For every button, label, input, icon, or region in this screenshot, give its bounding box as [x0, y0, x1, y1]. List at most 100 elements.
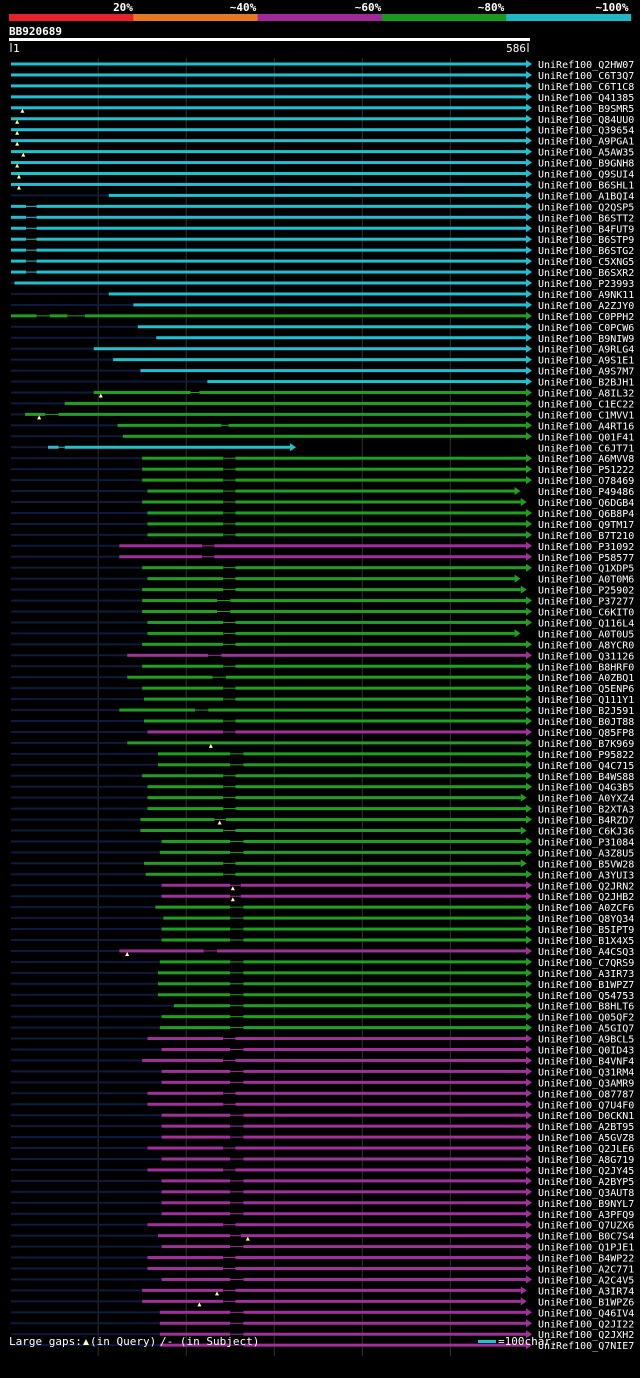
- hit-end-arrow: [526, 914, 532, 923]
- hit-end-arrow: [526, 1078, 532, 1087]
- hit-gap-line: [230, 1246, 244, 1248]
- hit-label: UniRef100_Q2JHB2: [538, 892, 634, 903]
- legend-label-40: ~40%: [230, 1, 257, 14]
- hit-label: UniRef100_B6STT2: [538, 213, 634, 224]
- hit-label: UniRef100_Q2HW07: [538, 60, 634, 71]
- hit-gap-line: [230, 1311, 244, 1313]
- hit-label: UniRef100_B4RZD7: [538, 816, 634, 827]
- hit-end-arrow: [526, 990, 532, 999]
- hit-gap-line: [230, 1016, 244, 1018]
- hit-gap-line: [230, 994, 244, 996]
- hit-gap-line: [223, 775, 236, 777]
- hit-label: UniRef100_C1EC22: [538, 399, 634, 410]
- hit-gap-line: [230, 1049, 244, 1050]
- hit-label: UniRef100_A2C4V5: [538, 1275, 634, 1286]
- hit-prefix-line: [11, 1037, 148, 1040]
- hit-labels: UniRef100_Q2HW07UniRef100_C6T3Q7UniRef10…: [538, 60, 634, 1352]
- query-gap-icon: [83, 1339, 89, 1345]
- hit-prefix-line: [11, 774, 143, 777]
- hit-bar: [119, 708, 527, 712]
- hit-label: UniRef100_B4FUT9: [538, 224, 634, 235]
- hit-label: UniRef100_B9GNH8: [538, 159, 634, 170]
- hit-gap-line: [230, 1344, 244, 1346]
- hit-bar: [108, 193, 526, 197]
- hit-label: UniRef100_P51222: [538, 465, 634, 476]
- hit-bar: [11, 237, 526, 241]
- hit-bar: [127, 741, 526, 745]
- hit-bar: [147, 1256, 526, 1260]
- hit-end-arrow: [526, 1034, 532, 1043]
- hit-bar: [143, 697, 526, 701]
- hit-label: UniRef100_Q31RM4: [538, 1067, 634, 1078]
- hit-gap-line: [25, 271, 37, 273]
- hit-bar: [161, 1135, 527, 1139]
- hit-end-arrow: [526, 1089, 532, 1098]
- hit-prefix-line: [11, 993, 159, 996]
- hit-end-arrow: [526, 1165, 532, 1174]
- hit-end-arrow: [526, 651, 532, 660]
- hit-bar: [11, 172, 526, 175]
- query-gap-marker: [37, 415, 42, 420]
- hit-end-arrow: [520, 1286, 527, 1295]
- hit-end-arrow: [290, 443, 297, 452]
- hit-label: UniRef100_P31092: [538, 542, 634, 553]
- hit-prefix-line: [11, 1267, 148, 1270]
- hit-prefix-line: [11, 1136, 162, 1139]
- hit-label: UniRef100_B8HRF0: [538, 662, 634, 673]
- hit-label: UniRef100_Q5ENP6: [538, 684, 634, 695]
- hit-label: UniRef100_Q6B8P4: [538, 509, 634, 520]
- hit-prefix-line: [11, 632, 148, 635]
- hit-bar: [147, 730, 526, 734]
- hit-bar: [163, 916, 527, 920]
- footer-gaps-label: Large gaps:: [9, 1335, 82, 1348]
- hit-label: UniRef100_Q46IV4: [538, 1308, 634, 1319]
- hit-bar: [147, 577, 515, 581]
- hit-gap-line: [230, 1333, 244, 1335]
- hit-label: UniRef100_B9SMR5: [538, 104, 634, 115]
- hit-label: UniRef100_Q1PJE1: [538, 1243, 634, 1254]
- hit-bar: [161, 1113, 527, 1117]
- hit-bar: [147, 522, 526, 526]
- hit-prefix-line: [11, 336, 157, 339]
- hit-label: UniRef100_Q54753: [538, 991, 634, 1002]
- hit-label: UniRef100_Q4G3B5: [538, 783, 634, 794]
- hit-gap-line: [223, 698, 236, 700]
- hit-label: UniRef100_Q7UZX6: [538, 1221, 634, 1232]
- hit-gap-line: [223, 632, 236, 634]
- hit-prefix-line: [11, 939, 162, 941]
- query-gap-marker: [21, 152, 26, 157]
- hit-bar: [11, 182, 526, 186]
- hit-bar: [158, 982, 526, 986]
- hit-end-arrow: [526, 213, 532, 222]
- hit-bar: [147, 1223, 526, 1227]
- hit-prefix-line: [11, 643, 143, 646]
- query-gap-marker: [245, 1236, 250, 1241]
- hit-label: UniRef100_A2BYP5: [538, 1177, 634, 1188]
- hit-prefix-line: [11, 621, 148, 624]
- hit-gap-line: [223, 1038, 236, 1040]
- hit-end-arrow: [526, 519, 532, 528]
- hit-prefix-line: [11, 610, 143, 613]
- hit-prefix-line: [11, 577, 148, 580]
- legend-label-100: ~100%: [595, 1, 628, 14]
- hit-prefix-line: [11, 1278, 162, 1281]
- hit-bar: [11, 95, 526, 99]
- hit-prefix-line: [11, 1212, 162, 1215]
- hit-bar: [143, 861, 521, 865]
- hit-prefix-line: [11, 1158, 162, 1160]
- hit-prefix-line: [11, 479, 143, 482]
- hit-end-arrow: [526, 224, 532, 233]
- hit-prefix-line: [11, 687, 143, 690]
- hit-gap-line: [223, 1059, 236, 1061]
- hit-gap-line: [223, 621, 236, 623]
- hit-end-arrow: [526, 355, 532, 364]
- hit-bar: [173, 1004, 526, 1008]
- hit-bar: [142, 478, 526, 482]
- hit-prefix-line: [11, 1311, 160, 1314]
- identity-legend: [9, 14, 632, 21]
- hit-end-arrow: [520, 585, 527, 594]
- hit-end-arrow: [526, 1067, 532, 1076]
- hit-end-arrow: [526, 465, 532, 474]
- hit-prefix-line: [11, 763, 159, 766]
- hit-label: UniRef100_Q31126: [538, 651, 634, 662]
